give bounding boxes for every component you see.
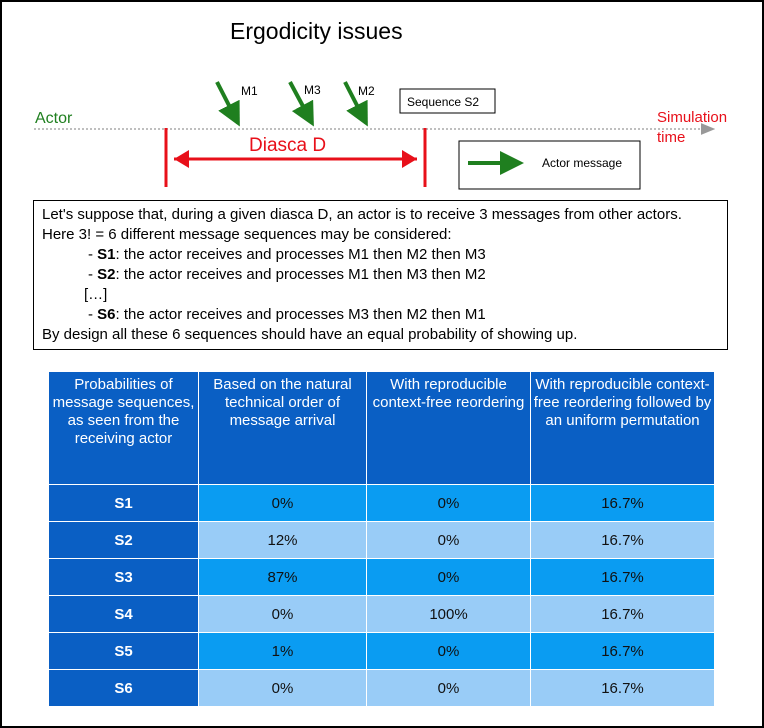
timeline-diagram: Actor Simulation time M1 M3 M2 Sequence … [34,81,727,190]
sequence-s6-text: : the actor receives and processes M3 th… [115,306,486,323]
sequence-s2-line: - S2: the actor receives and processes M… [88,266,486,283]
cell-natural: 0% [198,595,367,633]
row-label: S4 [48,595,199,633]
simulation-label: Simulation [657,109,727,126]
cell-natural: 1% [198,632,367,670]
cell-natural: 0% [198,669,367,707]
table-row: S6 0% 0% 16.7% [48,669,715,707]
cell-reordering: 0% [366,484,531,522]
explanation-box: Let's suppose that, during a given diasc… [33,200,728,350]
cell-permutation: 16.7% [530,484,715,522]
explanation-line-1: Let's suppose that, during a given diasc… [42,206,682,223]
message-label-m2: M2 [358,84,375,98]
row-label: S3 [48,558,199,596]
sequence-s6-key: S6 [97,306,116,323]
header-natural-order: Based on the natural technical order of … [198,371,367,485]
table-row: S2 12% 0% 16.7% [48,521,715,559]
sequence-s1-line: - S1: the actor receives and processes M… [88,246,486,263]
message-arrow-m3 [288,81,314,127]
sequence-s1-key: S1 [97,246,116,263]
message-label-m1: M1 [241,84,258,98]
figure-title: Ergodicity issues [230,18,403,44]
cell-permutation: 16.7% [530,595,715,633]
row-label: S2 [48,521,199,559]
actor-label: Actor [35,110,73,127]
header-probabilities: Probabilities of message sequences, as s… [48,371,199,485]
cell-permutation: 16.7% [530,632,715,670]
cell-reordering: 0% [366,669,531,707]
cell-permutation: 16.7% [530,558,715,596]
row-label: S5 [48,632,199,670]
row-label: S6 [48,669,199,707]
header-permutation: With reproducible context-free reorderin… [530,371,715,485]
sequence-box [399,88,496,114]
explanation-ellipsis: […] [84,286,108,303]
sequence-s6-line: - S6: the actor receives and processes M… [88,306,486,323]
time-label: time [657,129,685,146]
cell-natural: 87% [198,558,367,596]
cell-natural: 12% [198,521,367,559]
message-label-m3: M3 [304,83,321,97]
header-reordering: With reproducible context-free reorderin… [366,371,531,485]
cell-reordering: 100% [366,595,531,633]
table-row: S1 0% 0% 16.7% [48,484,715,522]
table-row: S3 87% 0% 16.7% [48,558,715,596]
probability-table-wrap: Probabilities of message sequences, as s… [48,371,715,707]
cell-permutation: 16.7% [530,669,715,707]
table-row: S4 0% 100% 16.7% [48,595,715,633]
explanation-line-2: Here 3! = 6 different message sequences … [42,226,452,243]
sequence-label: Sequence S2 [407,95,479,109]
cell-permutation: 16.7% [530,521,715,559]
table-row: S5 1% 0% 16.7% [48,632,715,670]
sequence-s2-key: S2 [97,266,116,283]
cell-reordering: 0% [366,521,531,559]
explanation-last-line: By design all these 6 sequences should h… [42,326,578,343]
diasca-label: Diasca D [249,135,326,156]
message-arrow-m1 [215,81,240,127]
message-arrow-m2 [343,81,368,127]
cell-reordering: 0% [366,558,531,596]
sequence-s1-text: : the actor receives and processes M1 th… [115,246,486,263]
legend-label: Actor message [542,156,622,170]
row-label: S1 [48,484,199,522]
table-header-row: Probabilities of message sequences, as s… [48,371,715,485]
probability-table: Probabilities of message sequences, as s… [48,371,715,707]
cell-natural: 0% [198,484,367,522]
sequence-s2-text: : the actor receives and processes M1 th… [115,266,486,283]
cell-reordering: 0% [366,632,531,670]
